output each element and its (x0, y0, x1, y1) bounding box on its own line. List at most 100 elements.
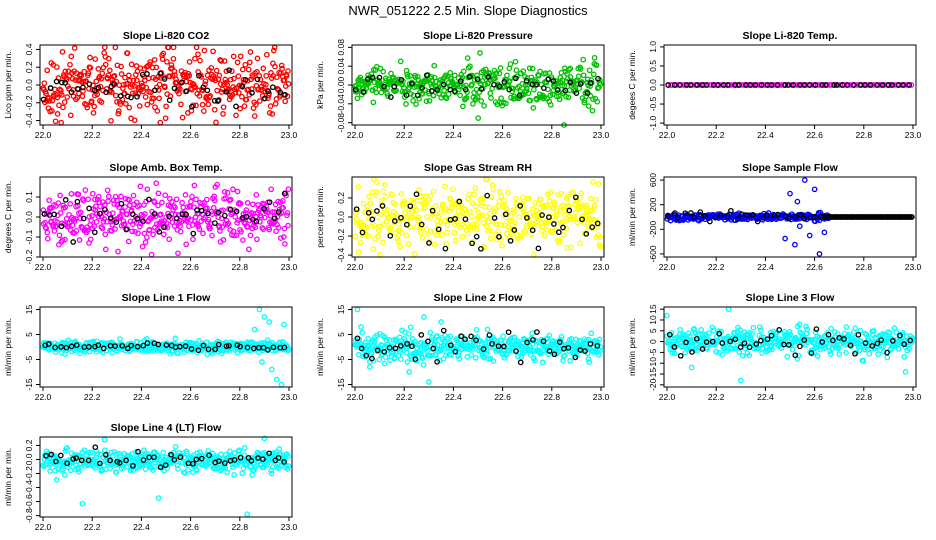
data-point (374, 347, 381, 354)
data-points (40, 180, 292, 258)
data-point (866, 350, 873, 357)
y-tick-label: 0.2 (24, 61, 34, 73)
data-point (562, 87, 569, 94)
data-point (744, 212, 750, 219)
data-point (458, 333, 464, 340)
data-point (179, 114, 186, 121)
data-point (472, 185, 479, 191)
data-point (175, 350, 181, 357)
data-point (577, 66, 584, 72)
data-point (403, 101, 409, 107)
y-tick-label: 0.0 (24, 453, 34, 465)
data-point (455, 353, 462, 359)
data-point (870, 328, 877, 334)
data-point (486, 204, 493, 211)
data-point (535, 245, 542, 252)
outlier-point (737, 377, 744, 384)
data-point (483, 350, 490, 357)
data-point (872, 335, 879, 342)
x-tick-label: 22.0 (35, 522, 52, 532)
data-point (839, 82, 846, 88)
data-point (241, 103, 248, 109)
data-point (102, 61, 109, 68)
data-point (146, 196, 152, 203)
y-tick-label: 0.0 (24, 79, 34, 91)
data-point (590, 96, 596, 103)
data-point (64, 94, 71, 100)
data-point (249, 201, 256, 208)
data-point (249, 74, 256, 80)
data-point (132, 449, 139, 455)
data-point (812, 329, 819, 335)
data-point (264, 209, 271, 215)
data-point (481, 103, 487, 109)
data-point (402, 89, 409, 95)
outlier-point (259, 359, 265, 365)
data-point (363, 224, 370, 231)
data-point (124, 211, 130, 218)
x-tick-label: 22.0 (659, 392, 676, 402)
data-point (43, 90, 49, 97)
outlier-point (278, 381, 285, 388)
data-point (109, 221, 116, 228)
data-point (195, 347, 202, 354)
data-point (224, 189, 231, 196)
data-point (417, 350, 424, 357)
data-point (369, 74, 376, 81)
data-point (91, 87, 98, 94)
data-point (142, 239, 149, 246)
data-point (77, 215, 83, 222)
data-point (91, 223, 98, 230)
data-point (482, 339, 489, 346)
data-point (506, 78, 513, 84)
data-point (53, 64, 60, 70)
data-point (582, 90, 589, 96)
data-point (156, 229, 163, 235)
data-point (218, 451, 224, 458)
data-point (183, 88, 190, 94)
data-point (732, 336, 739, 343)
data-point (102, 231, 109, 238)
data-point (529, 65, 536, 72)
data-point (122, 101, 129, 107)
data-point (75, 86, 81, 92)
data-point (213, 67, 220, 74)
data-point (414, 92, 421, 99)
data-point (572, 209, 579, 216)
data-point (534, 222, 541, 229)
outlier-point (811, 186, 818, 193)
data-point (60, 466, 66, 473)
data-point (502, 202, 509, 209)
data-point (530, 251, 537, 258)
data-point (253, 191, 260, 198)
data-point (671, 82, 678, 88)
data-point (254, 236, 260, 243)
data-point (144, 234, 150, 241)
data-point (67, 112, 74, 119)
data-point (281, 344, 288, 351)
data-point (373, 179, 380, 185)
data-point (900, 82, 906, 88)
chart-panel-2: Slope Li-820 Pressure kPa per min. 22.0 22.… (315, 30, 610, 140)
data-point (41, 211, 48, 217)
data-point (85, 70, 92, 77)
x-tick-label: 23.0 (593, 392, 610, 402)
data-point (667, 341, 674, 348)
data-point (231, 75, 237, 82)
data-point (884, 349, 890, 356)
data-point (402, 209, 408, 216)
data-point (94, 91, 101, 98)
data-point (61, 471, 68, 478)
y-tick-label: -15 (648, 368, 658, 381)
data-point (689, 349, 695, 355)
data-point (43, 452, 49, 459)
chart-panel-9: Slope Line 3 Flow ml/min per min. 22.0 22.2… (627, 292, 922, 402)
data-point (555, 192, 562, 198)
data-point (497, 337, 504, 344)
data-point (212, 220, 218, 226)
data-point (275, 454, 282, 461)
data-point (886, 329, 893, 336)
data-point (579, 341, 586, 347)
data-point (97, 203, 103, 210)
